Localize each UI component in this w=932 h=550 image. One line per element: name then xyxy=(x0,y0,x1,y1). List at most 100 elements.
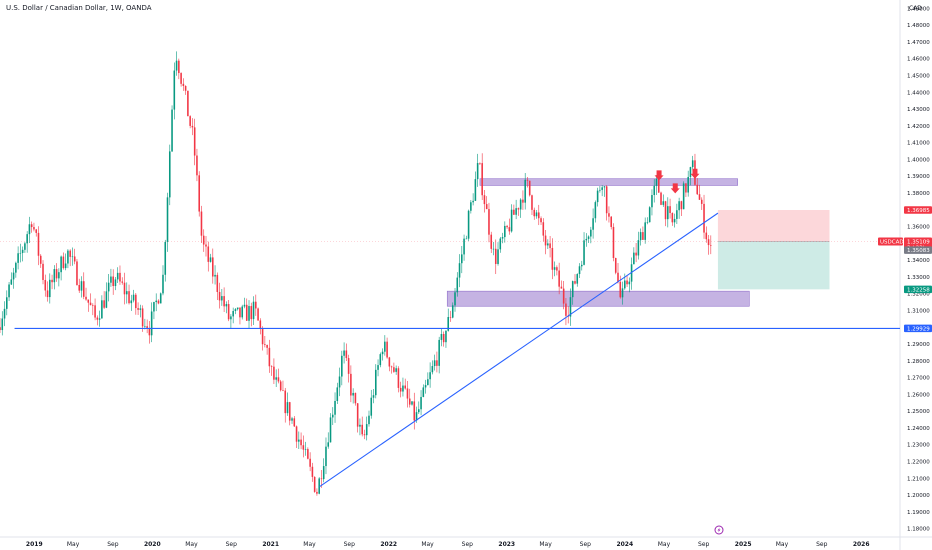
candle-body xyxy=(327,442,330,447)
candle-body xyxy=(5,297,8,309)
time-tick-label: 2019 xyxy=(26,541,43,548)
candle-body xyxy=(277,377,280,382)
candle-body xyxy=(515,208,517,215)
candle-body xyxy=(442,333,445,343)
stop-loss-area[interactable] xyxy=(717,210,830,242)
candle-body xyxy=(302,445,305,450)
candle-body xyxy=(497,249,499,264)
candle-body xyxy=(259,320,262,329)
resistance-zone[interactable] xyxy=(479,178,738,186)
currency-label: CAD xyxy=(909,5,922,12)
candle-body xyxy=(664,201,667,220)
candle-body xyxy=(55,269,58,279)
candle-body xyxy=(0,327,1,331)
time-tick-label: Sep xyxy=(698,541,710,548)
time-axis[interactable]: 2019 May Sep 2020 May Sep 2021 May Sep 2022 May Sep… xyxy=(26,541,870,548)
price-tick-label: 1.33000 xyxy=(907,275,930,281)
candle-body xyxy=(653,185,656,196)
candle-body xyxy=(569,297,572,317)
take-profit-area[interactable] xyxy=(717,241,830,290)
candle-body xyxy=(628,281,631,285)
candle-body xyxy=(436,360,438,366)
candle-body xyxy=(603,186,606,188)
candle-body xyxy=(268,347,271,367)
candle-body xyxy=(524,179,526,203)
price-tick-label: 1.22000 xyxy=(907,459,930,465)
candle-body xyxy=(352,392,354,396)
candle-body xyxy=(73,256,76,262)
time-tick-label: 2021 xyxy=(262,541,279,548)
candle-body xyxy=(458,263,461,278)
candle-body xyxy=(119,272,121,282)
candle-body xyxy=(110,276,112,283)
candle-body xyxy=(35,229,38,233)
candle-body xyxy=(162,274,164,294)
candle-body xyxy=(67,250,69,264)
candle-body xyxy=(648,207,651,223)
candle-body xyxy=(451,305,454,318)
support-zone[interactable] xyxy=(446,290,750,307)
candle-body xyxy=(71,256,74,258)
candle-body xyxy=(476,163,479,180)
price-axis[interactable]: 1.18000 1.19000 1.20000 1.21000 1.22000 1.230… xyxy=(907,6,930,532)
candle-body xyxy=(662,201,665,205)
candle-body xyxy=(313,476,316,492)
candle-body xyxy=(565,303,567,316)
candle-body xyxy=(399,387,402,392)
candle-body xyxy=(440,333,443,340)
price-tick-label: 1.18000 xyxy=(907,527,930,533)
candle-body xyxy=(80,281,83,291)
candle-body xyxy=(691,160,694,168)
price-tick-label: 1.27000 xyxy=(907,376,930,382)
candle-body xyxy=(354,392,357,404)
price-tick-label: 1.26000 xyxy=(907,392,930,398)
candle-body xyxy=(82,281,85,297)
candle-body xyxy=(669,206,671,214)
candle-body xyxy=(85,296,87,300)
price-tick-label: 1.24000 xyxy=(907,426,930,432)
candle-body xyxy=(644,222,646,240)
candle-body xyxy=(211,257,214,277)
candle-body xyxy=(433,360,436,367)
candle-body xyxy=(336,387,339,401)
candle-body xyxy=(619,281,622,298)
candle-body xyxy=(320,478,323,480)
candle-body xyxy=(479,163,481,164)
candle-body xyxy=(429,372,431,380)
candle-body xyxy=(130,300,133,304)
candle-body xyxy=(562,288,565,304)
candle-body xyxy=(264,344,266,346)
candle-body xyxy=(270,366,273,367)
candle-body xyxy=(576,274,579,284)
candle-body xyxy=(528,180,531,196)
price-tick-label: 1.31000 xyxy=(907,308,930,314)
price-tag-label: 1.35083 xyxy=(907,248,930,254)
candle-body xyxy=(103,300,105,308)
symbol-tag-label: USDCAD xyxy=(880,239,904,245)
candle-body xyxy=(553,267,556,270)
candle-body xyxy=(381,351,384,355)
arrow-down-icon xyxy=(690,168,700,179)
price-tick-label: 1.43000 xyxy=(907,107,930,113)
candle-body xyxy=(415,412,418,421)
candle-body xyxy=(279,381,282,391)
candle-body xyxy=(361,424,363,435)
candle-body xyxy=(499,238,502,250)
candle-body xyxy=(633,252,635,265)
candle-body xyxy=(37,232,40,256)
candle-body xyxy=(141,308,144,327)
lightning-icon[interactable] xyxy=(714,525,724,535)
candle-body xyxy=(431,366,434,373)
candle-body xyxy=(205,244,207,247)
candle-body xyxy=(76,261,78,285)
candle-body xyxy=(671,213,674,223)
candle-body xyxy=(642,232,644,240)
trendline[interactable] xyxy=(319,212,719,488)
candle-body xyxy=(408,398,411,405)
candle-body xyxy=(53,269,56,283)
candle-body xyxy=(39,255,42,264)
price-tick-label: 1.36000 xyxy=(907,225,930,231)
arrow-down-icon xyxy=(654,170,664,181)
candle-body xyxy=(424,385,427,388)
